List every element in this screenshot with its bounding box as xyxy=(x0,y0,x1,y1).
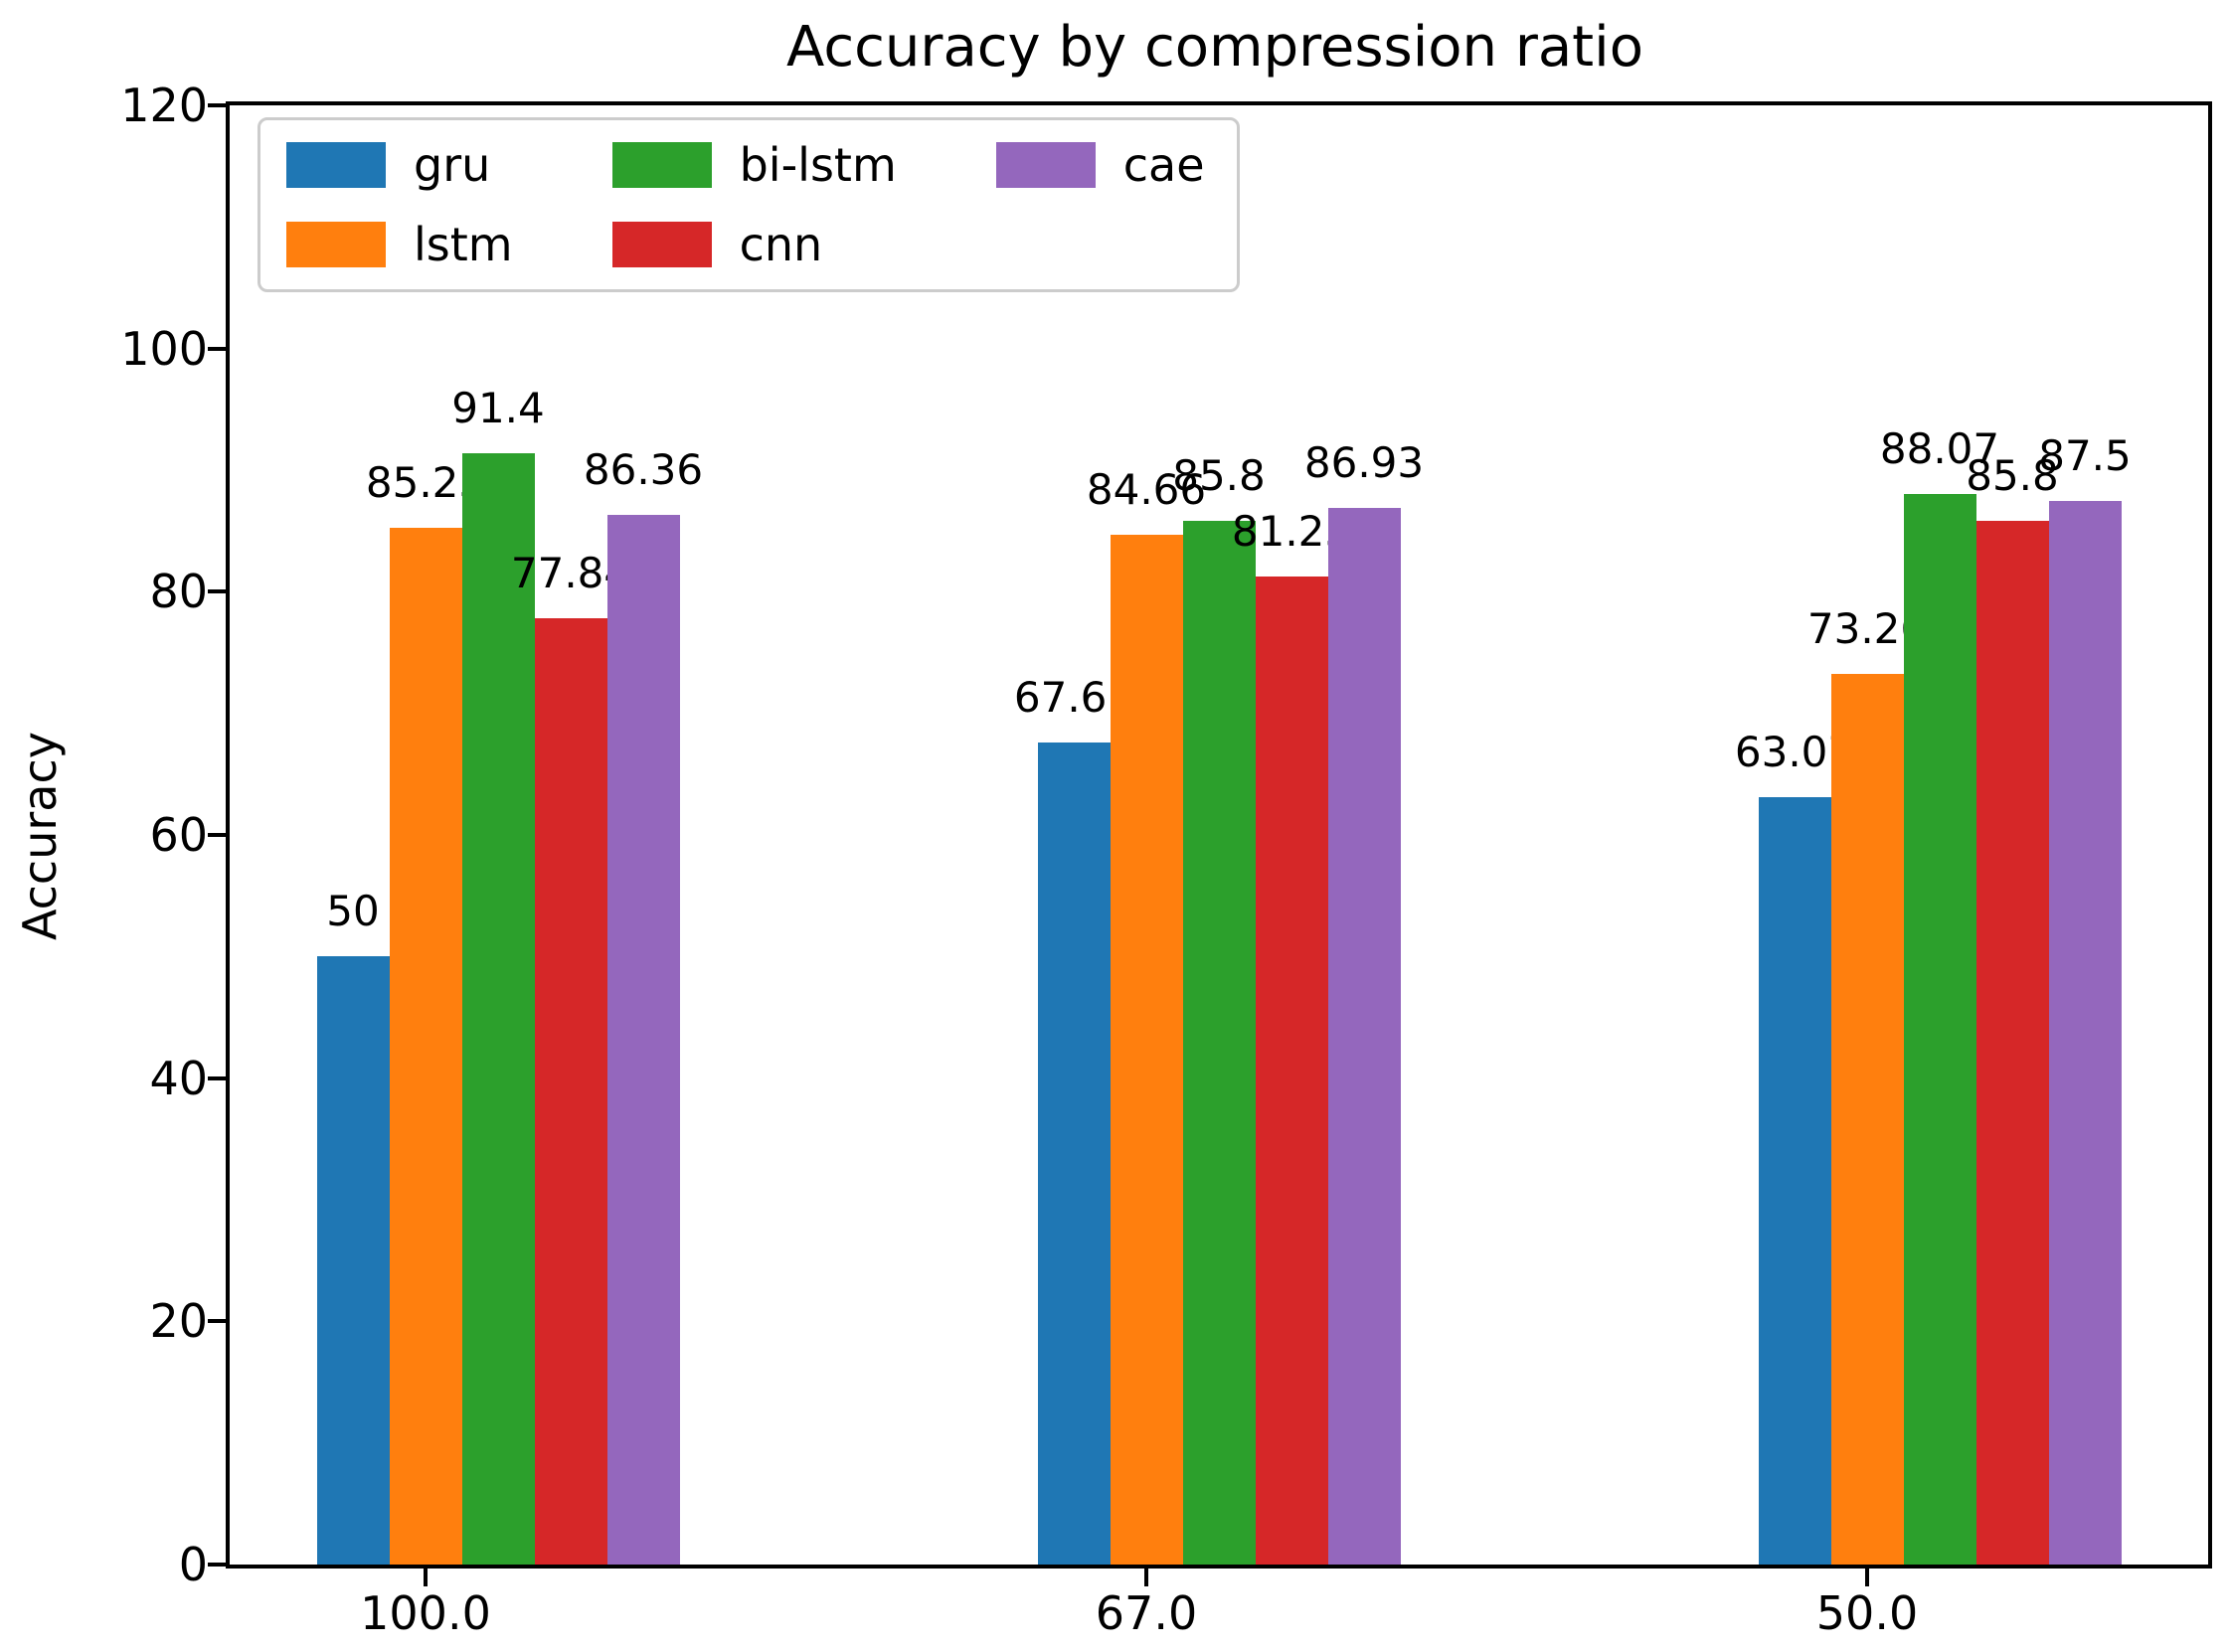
y-tick-mark-100 xyxy=(208,346,226,351)
legend-label-cnn: cnn xyxy=(739,218,823,271)
y-tick-label-100: 100 xyxy=(120,321,208,376)
x-tick-mark-50.0 xyxy=(1865,1569,1869,1586)
bar-lstm-50.0 xyxy=(1830,673,1904,1565)
bar-cae-50.0 xyxy=(2048,500,2122,1565)
bar-value-label-cae-100.0: 86.36 xyxy=(583,444,704,494)
legend-item-bi-lstm: bi-lstm xyxy=(611,134,897,196)
bar-bi-lstm-100.0 xyxy=(461,452,535,1565)
x-tick-label-50.0: 50.0 xyxy=(1815,1586,1919,1640)
legend: gru lstm bi-lstm cnn cae xyxy=(257,117,1240,292)
y-tick-mark-20 xyxy=(208,1319,226,1324)
bar-gru-67.0 xyxy=(1037,742,1111,1565)
legend-label-cae: cae xyxy=(1122,138,1205,192)
legend-item-cae: cae xyxy=(995,134,1205,196)
bar-value-label-gru-100.0: 50 xyxy=(326,887,380,936)
bar-cnn-50.0 xyxy=(1975,521,2049,1565)
bar-value-label-lstm-67.0: 84.66 xyxy=(1086,465,1207,515)
x-tick-mark-67.0 xyxy=(1144,1569,1148,1586)
bar-value-label-bi-lstm-67.0: 85.8 xyxy=(1172,451,1266,501)
y-tick-mark-120 xyxy=(208,103,226,107)
bar-cnn-67.0 xyxy=(1255,577,1328,1565)
y-tick-mark-80 xyxy=(208,589,226,594)
legend-swatch-gru xyxy=(286,142,386,188)
legend-label-bi-lstm: bi-lstm xyxy=(739,138,897,192)
legend-column-2: bi-lstm cnn xyxy=(611,134,897,275)
bar-value-label-bi-lstm-100.0: 91.4 xyxy=(451,383,545,432)
legend-label-gru: gru xyxy=(414,138,491,192)
bar-cae-67.0 xyxy=(1327,507,1401,1565)
chart-title: Accuracy by compression ratio xyxy=(786,15,1643,80)
y-tick-mark-40 xyxy=(208,1075,226,1080)
y-tick-label-60: 60 xyxy=(149,808,208,862)
bar-lstm-100.0 xyxy=(389,528,462,1565)
bar-bi-lstm-67.0 xyxy=(1182,521,1256,1565)
y-tick-label-20: 20 xyxy=(149,1294,208,1349)
legend-item-gru: gru xyxy=(286,134,513,196)
y-tick-mark-60 xyxy=(208,833,226,837)
y-tick-mark-0 xyxy=(208,1563,226,1567)
bar-cnn-100.0 xyxy=(534,617,607,1565)
legend-swatch-cnn xyxy=(611,222,712,267)
legend-swatch-bi-lstm xyxy=(611,142,712,188)
y-tick-label-0: 0 xyxy=(178,1538,208,1591)
bar-value-label-cnn-50.0: 85.8 xyxy=(1966,451,2059,501)
bar-bi-lstm-50.0 xyxy=(1903,493,1976,1565)
y-tick-label-80: 80 xyxy=(149,565,208,619)
legend-item-lstm: lstm xyxy=(286,214,513,275)
plot-area: 50 67.61 63.07 85.23 84.66 73.26 91.4 85.8 88.07… xyxy=(120,83,2212,1636)
legend-item-cnn: cnn xyxy=(611,214,897,275)
bar-gru-50.0 xyxy=(1758,797,1831,1565)
bar-value-label-cae-67.0: 86.93 xyxy=(1303,437,1425,487)
legend-label-lstm: lstm xyxy=(414,218,513,271)
y-tick-label-120: 120 xyxy=(120,79,208,132)
x-tick-mark-100.0 xyxy=(424,1569,428,1586)
bar-cae-100.0 xyxy=(606,514,680,1565)
bar-gru-100.0 xyxy=(316,956,390,1565)
y-tick-label-40: 40 xyxy=(149,1051,208,1105)
bar-value-label-cae-50.0: 87.5 xyxy=(2038,430,2132,480)
legend-column-3: cae xyxy=(995,134,1205,196)
legend-swatch-cae xyxy=(995,142,1096,188)
x-tick-label-67.0: 67.0 xyxy=(1095,1586,1198,1640)
bar-lstm-67.0 xyxy=(1110,535,1183,1565)
legend-swatch-lstm xyxy=(286,222,386,267)
x-tick-label-100.0: 100.0 xyxy=(360,1586,491,1640)
bar-value-label-bi-lstm-50.0: 88.07 xyxy=(1879,423,2000,473)
legend-column-1: gru lstm xyxy=(286,134,513,275)
